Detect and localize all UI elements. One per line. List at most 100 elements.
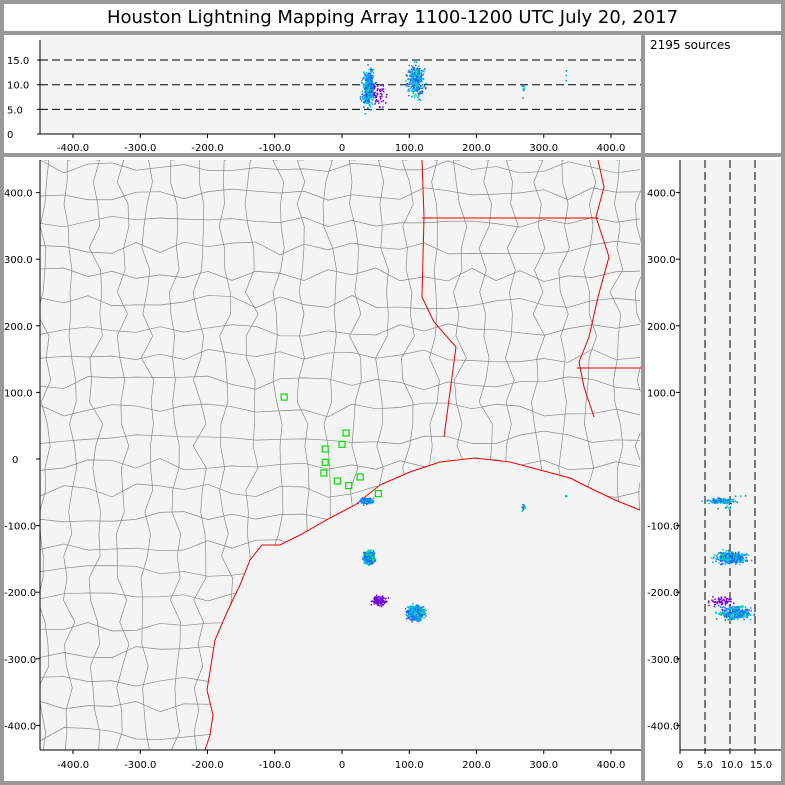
lightning-source [413,95,415,97]
lightning-source [362,556,364,558]
lightning-source [406,614,408,617]
lightning-source [372,82,374,85]
lightning-source [365,99,367,101]
lightning-source [363,499,365,502]
lightning-source [412,78,415,80]
lightning-source [379,98,382,100]
lightning-source [361,93,363,96]
lightning-source [368,91,371,94]
lightning-source [381,596,383,598]
lightning-source [710,557,713,559]
lightning-source [416,76,419,78]
lightning-source [414,613,417,616]
lightning-source [417,81,419,84]
lightning-source [411,73,413,75]
lightning-source [720,614,723,616]
lightning-source [744,560,747,562]
lightning-source [745,608,747,611]
lightning-source [719,497,721,500]
lightning-source [377,100,380,102]
county-line [40,187,641,201]
lightning-source [727,562,729,564]
lightning-source [733,616,735,619]
lightning-source [412,72,414,74]
lightning-source [408,89,411,92]
lightning-source [728,501,730,503]
lightning-source [416,611,418,613]
lightning-source [743,613,746,615]
lightning-source [521,506,523,509]
lightning-source [725,558,727,561]
lightning-source [361,498,364,500]
lightning-source [412,605,415,607]
lightning-source [413,617,416,620]
lightning-source [728,503,731,505]
lightning-source [718,601,720,603]
lightning-source [417,72,419,75]
lightning-source [416,613,419,615]
lightning-source [420,78,422,81]
lightning-source [725,613,728,616]
lightning-source [734,552,737,555]
lightning-source [409,87,412,90]
lightning-source [420,608,423,611]
lightning-source [362,100,365,103]
lightning-source [718,497,720,499]
lightning-source [417,614,419,617]
lightning-source [724,606,726,609]
lightning-source [364,98,366,100]
lightning-source [419,619,422,622]
lightning-source [369,550,371,552]
lightning-source [730,598,732,600]
lightning-source [421,617,423,619]
lightning-source [416,77,419,79]
lightning-source [729,506,731,508]
lightning-source [414,69,417,72]
lightning-source [420,611,423,613]
lightning-source [372,497,375,500]
lightning-source [359,96,362,98]
lightning-source [367,559,370,562]
lightning-source [410,605,413,607]
lightning-source [724,613,726,615]
lightning-source [363,83,366,85]
x-tick-label: -400.0 [57,143,89,153]
lightning-source [725,550,727,552]
lightning-source [412,80,414,83]
lightning-source [718,598,721,600]
lightning-source [413,61,416,63]
altitude-ew-plot: 0 5.0 10.0 15.0 -400.0 -300.0 -200.0 -100.0 0 100… [7,35,641,154]
x-tick-label: 300.0 [529,143,558,153]
lightning-source [371,502,374,504]
lightning-source [722,551,725,554]
lightning-source [416,90,418,93]
lightning-source [363,551,365,554]
lightning-source [368,85,371,87]
lightning-source [367,73,369,76]
lightning-source [363,556,366,558]
lightning-source [367,101,369,104]
z-tick-label: 0 [677,760,683,771]
lightning-source [413,85,415,88]
lightning-source [362,504,365,506]
lightning-source [415,605,418,608]
lightning-source [420,614,423,616]
lightning-source [376,92,379,95]
lightning-source [736,611,738,613]
lightning-source [360,498,362,501]
lightning-source [364,561,367,563]
lightning-source [708,604,710,607]
lightning-source [367,100,369,102]
lightning-source [721,563,723,566]
lightning-source [420,72,423,75]
lightning-source [366,96,368,99]
lightning-source [736,606,739,608]
lightning-source [375,598,377,600]
lightning-source [409,614,412,617]
county-line [40,402,641,418]
lightning-source [721,562,723,565]
lightning-source [743,614,746,616]
lightning-source [418,73,421,76]
lightning-source [411,614,413,616]
lightning-source [367,562,369,564]
